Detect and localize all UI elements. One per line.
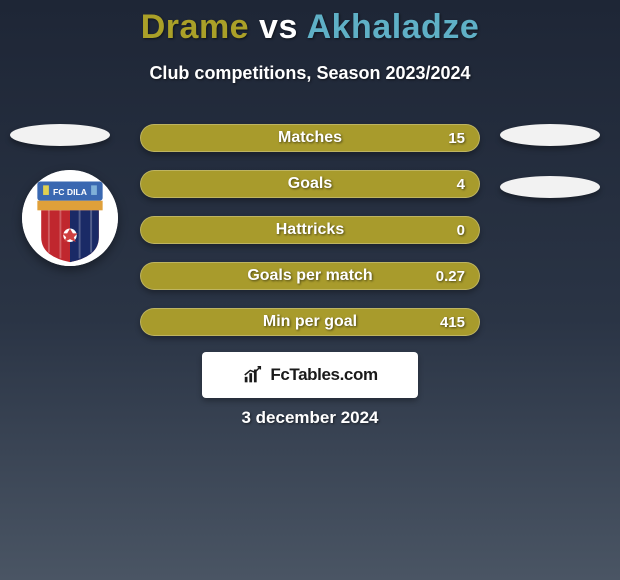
crest-svg: FC DILA [22, 170, 118, 266]
bar-label: Goals [288, 175, 332, 193]
flag-right-2 [500, 176, 600, 198]
comparison-infographic: Drame vs Akhaladze Club competitions, Se… [0, 0, 620, 580]
bar-value: 4 [457, 176, 465, 193]
bar-value: 0.27 [436, 268, 465, 285]
brand-text: FcTables.com [270, 365, 377, 385]
page-title: Drame vs Akhaladze [0, 0, 620, 47]
stat-bars: Matches 15 Goals 4 Hattricks 0 Goals per… [140, 124, 480, 354]
subtitle: Club competitions, Season 2023/2024 [0, 63, 620, 84]
bar-goals-per-match: Goals per match 0.27 [140, 262, 480, 290]
flag-left [10, 124, 110, 146]
bar-value: 415 [440, 314, 465, 331]
club-crest: FC DILA [22, 170, 118, 266]
vs-text: vs [259, 8, 298, 46]
bar-hattricks: Hattricks 0 [140, 216, 480, 244]
bar-label: Goals per match [247, 267, 372, 285]
date-text: 3 december 2024 [0, 408, 620, 428]
svg-text:FC DILA: FC DILA [53, 187, 87, 197]
brand-badge: FcTables.com [202, 352, 418, 398]
chart-icon [242, 364, 264, 386]
flag-right-1 [500, 124, 600, 146]
bar-value: 0 [457, 222, 465, 239]
bar-label: Min per goal [263, 313, 357, 331]
player1-name: Drame [141, 8, 249, 46]
bar-goals: Goals 4 [140, 170, 480, 198]
bar-min-per-goal: Min per goal 415 [140, 308, 480, 336]
bar-label: Hattricks [276, 221, 344, 239]
bar-matches: Matches 15 [140, 124, 480, 152]
bar-value: 15 [448, 130, 465, 147]
bar-label: Matches [278, 129, 342, 147]
player2-name: Akhaladze [307, 8, 480, 46]
